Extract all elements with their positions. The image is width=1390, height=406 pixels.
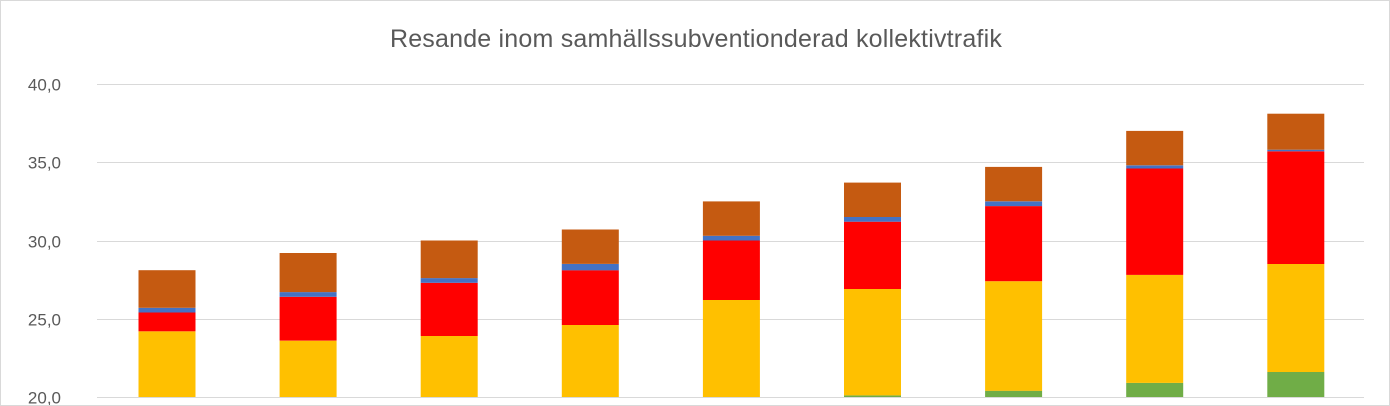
bar-segment-series-2 bbox=[561, 325, 619, 397]
bar-segment-series-1 bbox=[1267, 372, 1325, 397]
bar-segment-series-5 bbox=[702, 201, 760, 236]
bar-segment-series-2 bbox=[138, 331, 196, 397]
bar-segment-series-2 bbox=[420, 336, 478, 397]
bar-segment-series-5 bbox=[420, 240, 478, 279]
bar-segment-series-4 bbox=[844, 217, 901, 222]
bar-segment-series-5 bbox=[561, 229, 619, 264]
bar-segment-series-3 bbox=[985, 206, 1043, 282]
bar-segment-series-4 bbox=[561, 264, 619, 271]
bar-segment-series-4 bbox=[420, 278, 478, 283]
bar-segment-series-3 bbox=[561, 270, 619, 325]
chart-title: Resande inom samhällssubventionderad kol… bbox=[389, 25, 1003, 53]
bar-segment-series-3 bbox=[1267, 151, 1325, 264]
bar-segment-series-2 bbox=[279, 340, 337, 397]
bar-segment-series-1 bbox=[1126, 382, 1184, 397]
bar-segment-series-2 bbox=[844, 289, 901, 396]
bar-segment-series-2 bbox=[1267, 264, 1325, 372]
bar-segment-series-3 bbox=[1126, 168, 1184, 275]
y-tick-label: 40,0 bbox=[28, 76, 61, 95]
bars bbox=[138, 113, 1325, 397]
bar-segment-series-4 bbox=[702, 235, 760, 241]
bar-segment-series-3 bbox=[138, 312, 196, 332]
bar-segment-series-4 bbox=[1267, 149, 1325, 152]
y-tick-label: 20,0 bbox=[28, 389, 61, 406]
bar-segment-series-4 bbox=[1126, 165, 1184, 169]
bar-segment-series-5 bbox=[985, 166, 1043, 202]
bar-segment-series-5 bbox=[138, 270, 196, 308]
bar-segment-series-3 bbox=[844, 221, 901, 289]
bar-segment-series-5 bbox=[279, 253, 337, 293]
bar-segment-series-3 bbox=[420, 282, 478, 336]
y-tick-label: 35,0 bbox=[28, 154, 61, 173]
bar-segment-series-3 bbox=[702, 240, 760, 300]
bar-segment-series-5 bbox=[1126, 130, 1184, 166]
bar-segment-series-1 bbox=[844, 395, 901, 397]
bar-segment-series-2 bbox=[985, 281, 1043, 391]
bar-segment-series-1 bbox=[985, 390, 1043, 397]
bar-segment-series-4 bbox=[279, 292, 337, 297]
bar-segment-series-4 bbox=[985, 201, 1043, 207]
bar-segment-series-4 bbox=[138, 307, 196, 313]
bar-segment-series-2 bbox=[702, 300, 760, 397]
y-tick-label: 25,0 bbox=[28, 311, 61, 330]
y-axis-ticks: 20,0 25,0 30,0 35,0 40,0 bbox=[28, 76, 61, 406]
bar-segment-series-5 bbox=[1267, 113, 1325, 150]
y-tick-label: 30,0 bbox=[28, 233, 61, 252]
bar-segment-series-3 bbox=[279, 296, 337, 341]
bar-segment-series-2 bbox=[1126, 274, 1184, 383]
bar-segment-series-5 bbox=[844, 182, 901, 217]
